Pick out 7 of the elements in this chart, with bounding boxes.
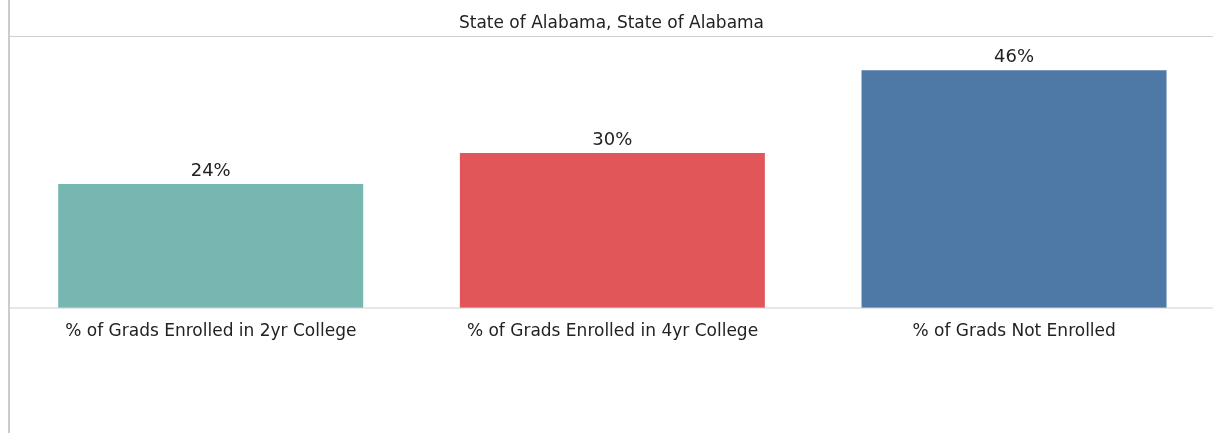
data-label: 30% [592,127,633,149]
data-label: 24% [190,158,231,180]
x-tick-label: % of Grads Enrolled in 4yr College [466,320,759,341]
data-label: 46% [994,45,1035,67]
x-tick-label: % of Grads Not Enrolled [912,320,1116,341]
chart-title: State of Alabama, State of Alabama [10,0,1213,37]
x-tick-label: % of Grads Enrolled in 2yr College [65,320,357,341]
